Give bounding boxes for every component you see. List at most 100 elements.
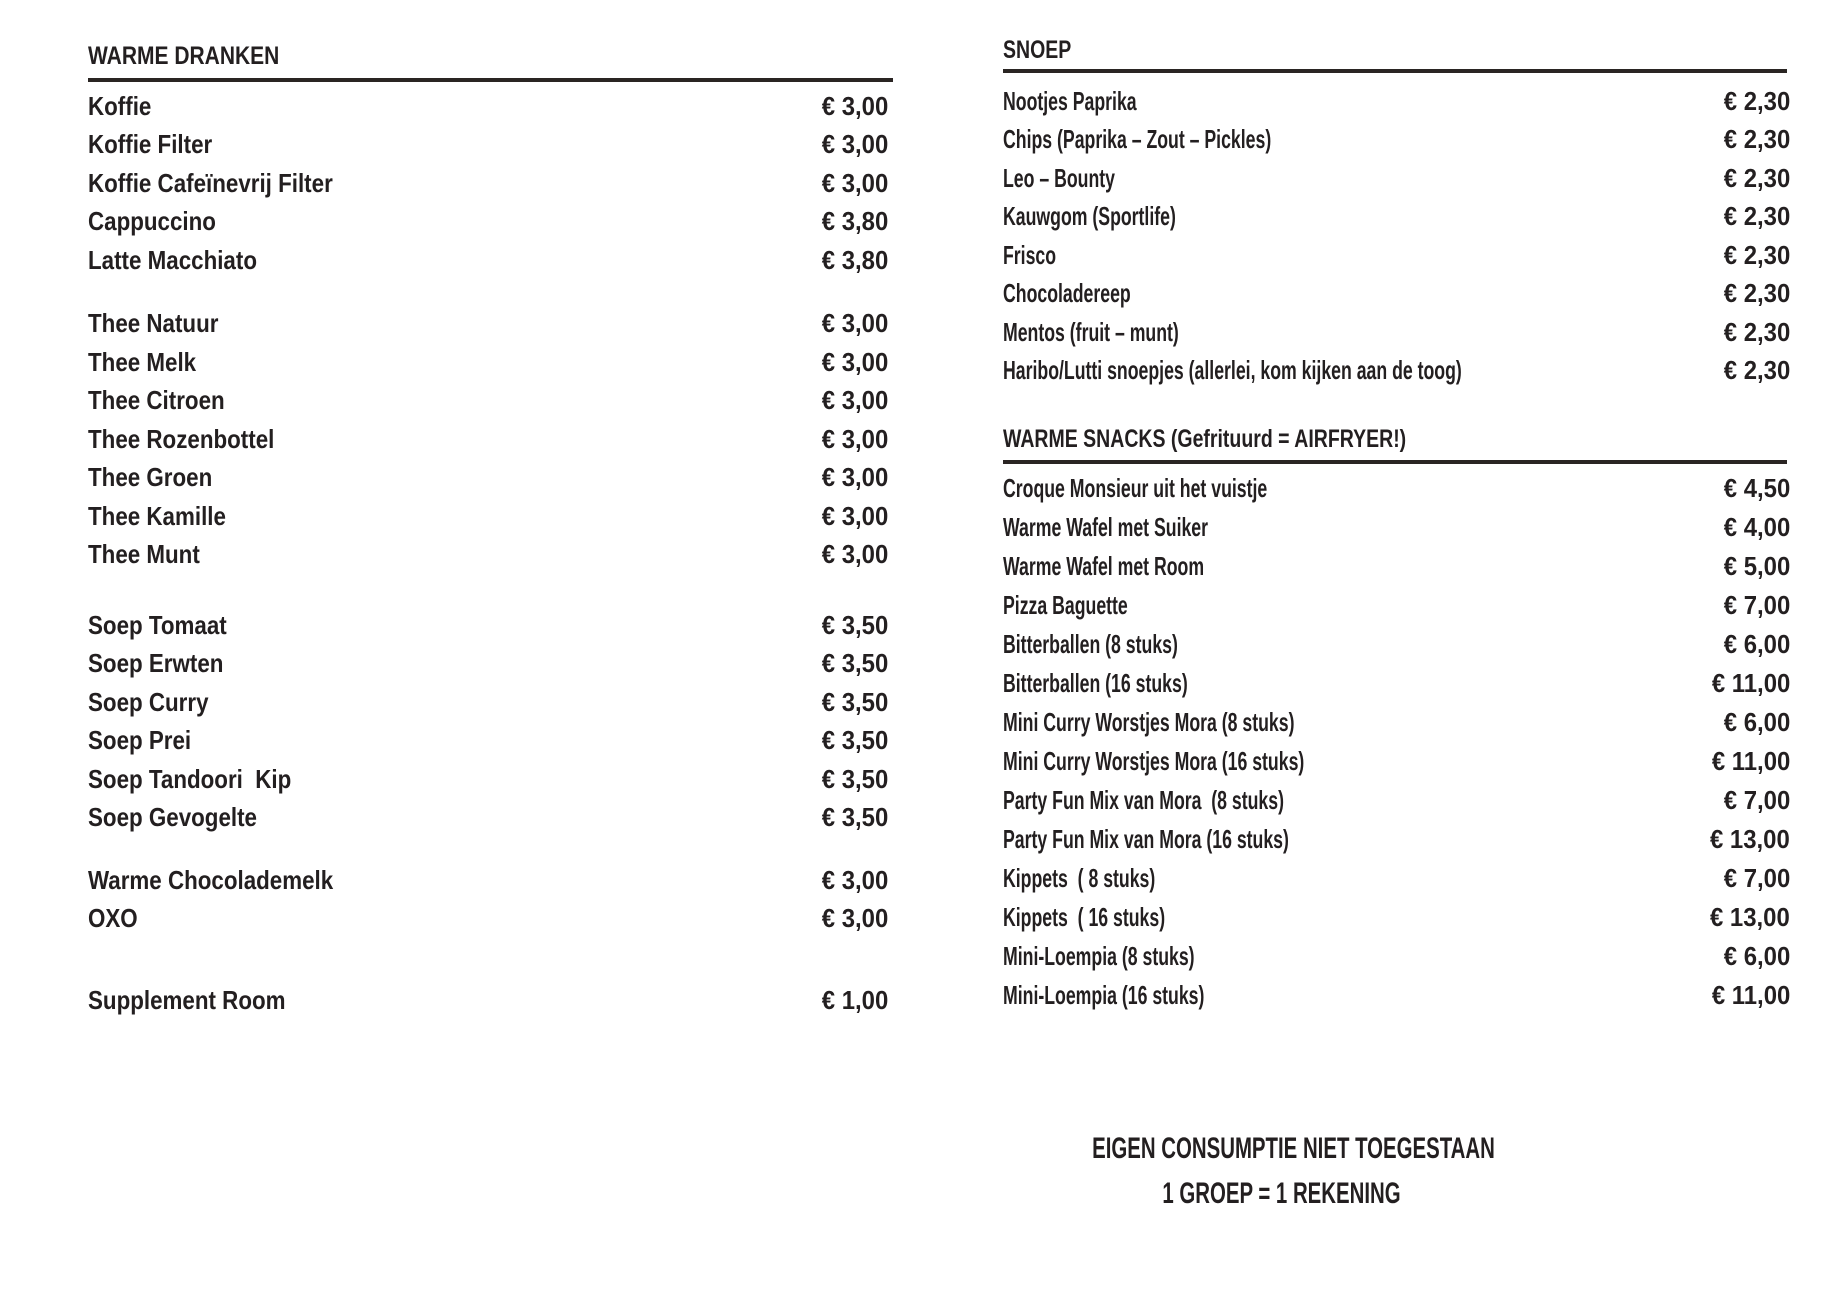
menu-item-row: Thee Kamille € 3,00	[88, 497, 888, 536]
menu-item-price: € 7,00	[1723, 785, 1790, 815]
menu-item-row: Koffie Filter € 3,00	[88, 126, 888, 165]
menu-section: SNOEP Nootjes Paprika € 2,30 Chips (Papr…	[1003, 38, 1790, 390]
menu-item-price: € 3,50	[821, 686, 888, 717]
menu-item-name: Soep Gevogelte	[88, 802, 257, 833]
menu-item-price: € 3,00	[821, 500, 888, 531]
menu-item-price: € 2,30	[1723, 316, 1790, 347]
menu-item-row: OXO € 3,00	[88, 900, 888, 939]
menu-item-price: € 11,00	[1711, 668, 1790, 698]
menu-item-row: Party Fun Mix van Mora (16 stuks) € 13,0…	[1003, 820, 1790, 859]
menu-item-name: Soep Tandoori Kip	[88, 763, 292, 794]
menu-item-row: Thee Melk € 3,00	[88, 343, 888, 382]
menu-item-price: € 1,00	[821, 984, 888, 1015]
menu-item-row: Latte Macchiato € 3,80	[88, 241, 888, 280]
menu-item-row: Chips (Paprika – Zout – Pickles) € 2,30	[1003, 121, 1790, 160]
menu-item-price: € 2,30	[1723, 85, 1790, 116]
menu-item-row: Thee Munt € 3,00	[88, 536, 888, 575]
menu-item-price: € 3,00	[821, 129, 888, 160]
menu-item-row: Supplement Room € 1,00	[88, 981, 888, 1020]
menu-item-price: € 3,00	[821, 423, 888, 454]
menu-item-price: € 13,00	[1710, 902, 1790, 932]
menu-item-name: Party Fun Mix van Mora (16 stuks)	[1003, 824, 1289, 854]
section-divider	[1003, 69, 1787, 73]
menu-item-name: Bitterballen (8 stuks)	[1003, 629, 1178, 659]
notice-line-1: EIGEN CONSUMPTIE NIET TOEGESTAAN	[1092, 1132, 1495, 1165]
menu-item-name: Mini-Loempia (16 stuks)	[1003, 980, 1205, 1010]
menu-item-price: € 3,50	[821, 763, 888, 794]
menu-item-group: Supplement Room € 1,00	[88, 981, 888, 1020]
menu-item-group: Koffie € 3,00 Koffie Filter € 3,00 Koffi…	[88, 87, 888, 280]
menu-section: WARME DRANKEN Koffie € 3,00 Koffie Filte…	[88, 42, 893, 1020]
menu-item-group: Warme Chocolademelk € 3,00 OXO € 3,00	[88, 861, 888, 938]
menu-item-price: € 5,00	[1723, 551, 1790, 581]
menu-item-name: Chocoladereep	[1003, 278, 1131, 309]
menu-item-price: € 6,00	[1723, 629, 1790, 659]
menu-item-name: Mini Curry Worstjes Mora (8 stuks)	[1003, 707, 1295, 737]
menu-item-price: € 3,00	[821, 864, 888, 895]
menu-item-row: Pizza Baguette € 7,00	[1003, 586, 1790, 625]
menu-item-row: Thee Rozenbottel € 3,00	[88, 420, 888, 459]
section-title: WARME SNACKS (Gefrituurd = AIRFRYER!)	[1003, 425, 1407, 453]
menu-item-name: Thee Kamille	[88, 500, 226, 531]
menu-item-row: Soep Curry € 3,50	[88, 683, 888, 722]
menu-item-name: Warme Wafel met Room	[1003, 551, 1205, 581]
menu-item-name: Cappuccino	[88, 206, 216, 237]
menu-item-row: Kippets ( 8 stuks) € 7,00	[1003, 859, 1790, 898]
notice-block: EIGEN CONSUMPTIE NIET TOEGESTAAN 1 GROEP…	[1003, 1134, 1560, 1209]
menu-item-name: Frisco	[1003, 239, 1057, 270]
menu-item-row: Koffie Cafeïnevrij Filter € 3,00	[88, 164, 888, 203]
menu-item-row: Soep Prei € 3,50	[88, 722, 888, 761]
menu-item-row: Nootjes Paprika € 2,30	[1003, 82, 1790, 121]
menu-item-row: Haribo/Lutti snoepjes (allerlei, kom kij…	[1003, 352, 1790, 391]
menu-item-row: Thee Natuur € 3,00	[88, 305, 888, 344]
menu-item-name: Supplement Room	[88, 984, 286, 1015]
menu-item-name: Kippets ( 8 stuks)	[1003, 863, 1156, 893]
menu-item-price: € 2,30	[1723, 162, 1790, 193]
menu-item-row: Mentos (fruit – munt) € 2,30	[1003, 313, 1790, 352]
menu-item-price: € 4,00	[1723, 512, 1790, 542]
menu-item-name: Mini Curry Worstjes Mora (16 stuks)	[1003, 746, 1305, 776]
menu-item-price: € 7,00	[1723, 863, 1790, 893]
menu-item-name: Thee Groen	[88, 462, 213, 493]
menu-item-name: Koffie Cafeïnevrij Filter	[88, 167, 333, 198]
menu-item-row: Soep Tandoori Kip € 3,50	[88, 760, 888, 799]
menu-item-price: € 11,00	[1711, 746, 1790, 776]
menu-item-row: Chocoladereep € 2,30	[1003, 275, 1790, 314]
menu-item-row: Mini Curry Worstjes Mora (16 stuks) € 11…	[1003, 742, 1790, 781]
menu-item-price: € 6,00	[1723, 941, 1790, 971]
section-items: Koffie € 3,00 Koffie Filter € 3,00 Koffi…	[88, 87, 888, 1020]
menu-item-name: Soep Curry	[88, 686, 209, 717]
menu-item-row: Kauwgom (Sportlife) € 2,30	[1003, 198, 1790, 237]
menu-item-price: € 13,00	[1710, 824, 1790, 854]
menu-column-left: WARME DRANKEN Koffie € 3,00 Koffie Filte…	[88, 42, 893, 1020]
menu-item-name: Party Fun Mix van Mora (8 stuks)	[1003, 785, 1284, 815]
menu-item-row: Koffie € 3,00	[88, 87, 888, 126]
menu-item-row: Warme Chocolademelk € 3,00	[88, 861, 888, 900]
menu-item-row: Bitterballen (8 stuks) € 6,00	[1003, 625, 1790, 664]
menu-item-price: € 3,00	[821, 903, 888, 934]
menu-item-name: Leo – Bounty	[1003, 162, 1115, 193]
menu-item-price: € 3,80	[821, 206, 888, 237]
menu-item-price: € 3,00	[821, 539, 888, 570]
menu-item-row: Soep Tomaat € 3,50	[88, 606, 888, 645]
menu-item-name: Koffie Filter	[88, 129, 213, 160]
menu-item-name: Koffie	[88, 90, 152, 121]
menu-item-price: € 3,00	[821, 462, 888, 493]
menu-item-row: Thee Citroen € 3,00	[88, 382, 888, 421]
section-title: WARME DRANKEN	[88, 42, 280, 70]
menu-item-row: Party Fun Mix van Mora (8 stuks) € 7,00	[1003, 781, 1790, 820]
menu-item-name: OXO	[88, 903, 138, 934]
menu-item-row: Frisco € 2,30	[1003, 236, 1790, 275]
menu-item-name: Soep Tomaat	[88, 609, 227, 640]
menu-item-price: € 3,00	[821, 385, 888, 416]
menu-item-price: € 3,00	[821, 167, 888, 198]
menu-item-row: Bitterballen (16 stuks) € 11,00	[1003, 664, 1790, 703]
menu-item-name: Latte Macchiato	[88, 244, 257, 275]
menu-item-row: Kippets ( 16 stuks) € 13,00	[1003, 898, 1790, 937]
menu-item-price: € 3,00	[821, 308, 888, 339]
menu-item-name: Soep Prei	[88, 725, 192, 756]
menu-item-price: € 2,30	[1723, 201, 1790, 232]
menu-item-row: Warme Wafel met Room € 5,00	[1003, 547, 1790, 586]
menu-section: WARME SNACKS (Gefrituurd = AIRFRYER!) Cr…	[1003, 427, 1790, 1015]
